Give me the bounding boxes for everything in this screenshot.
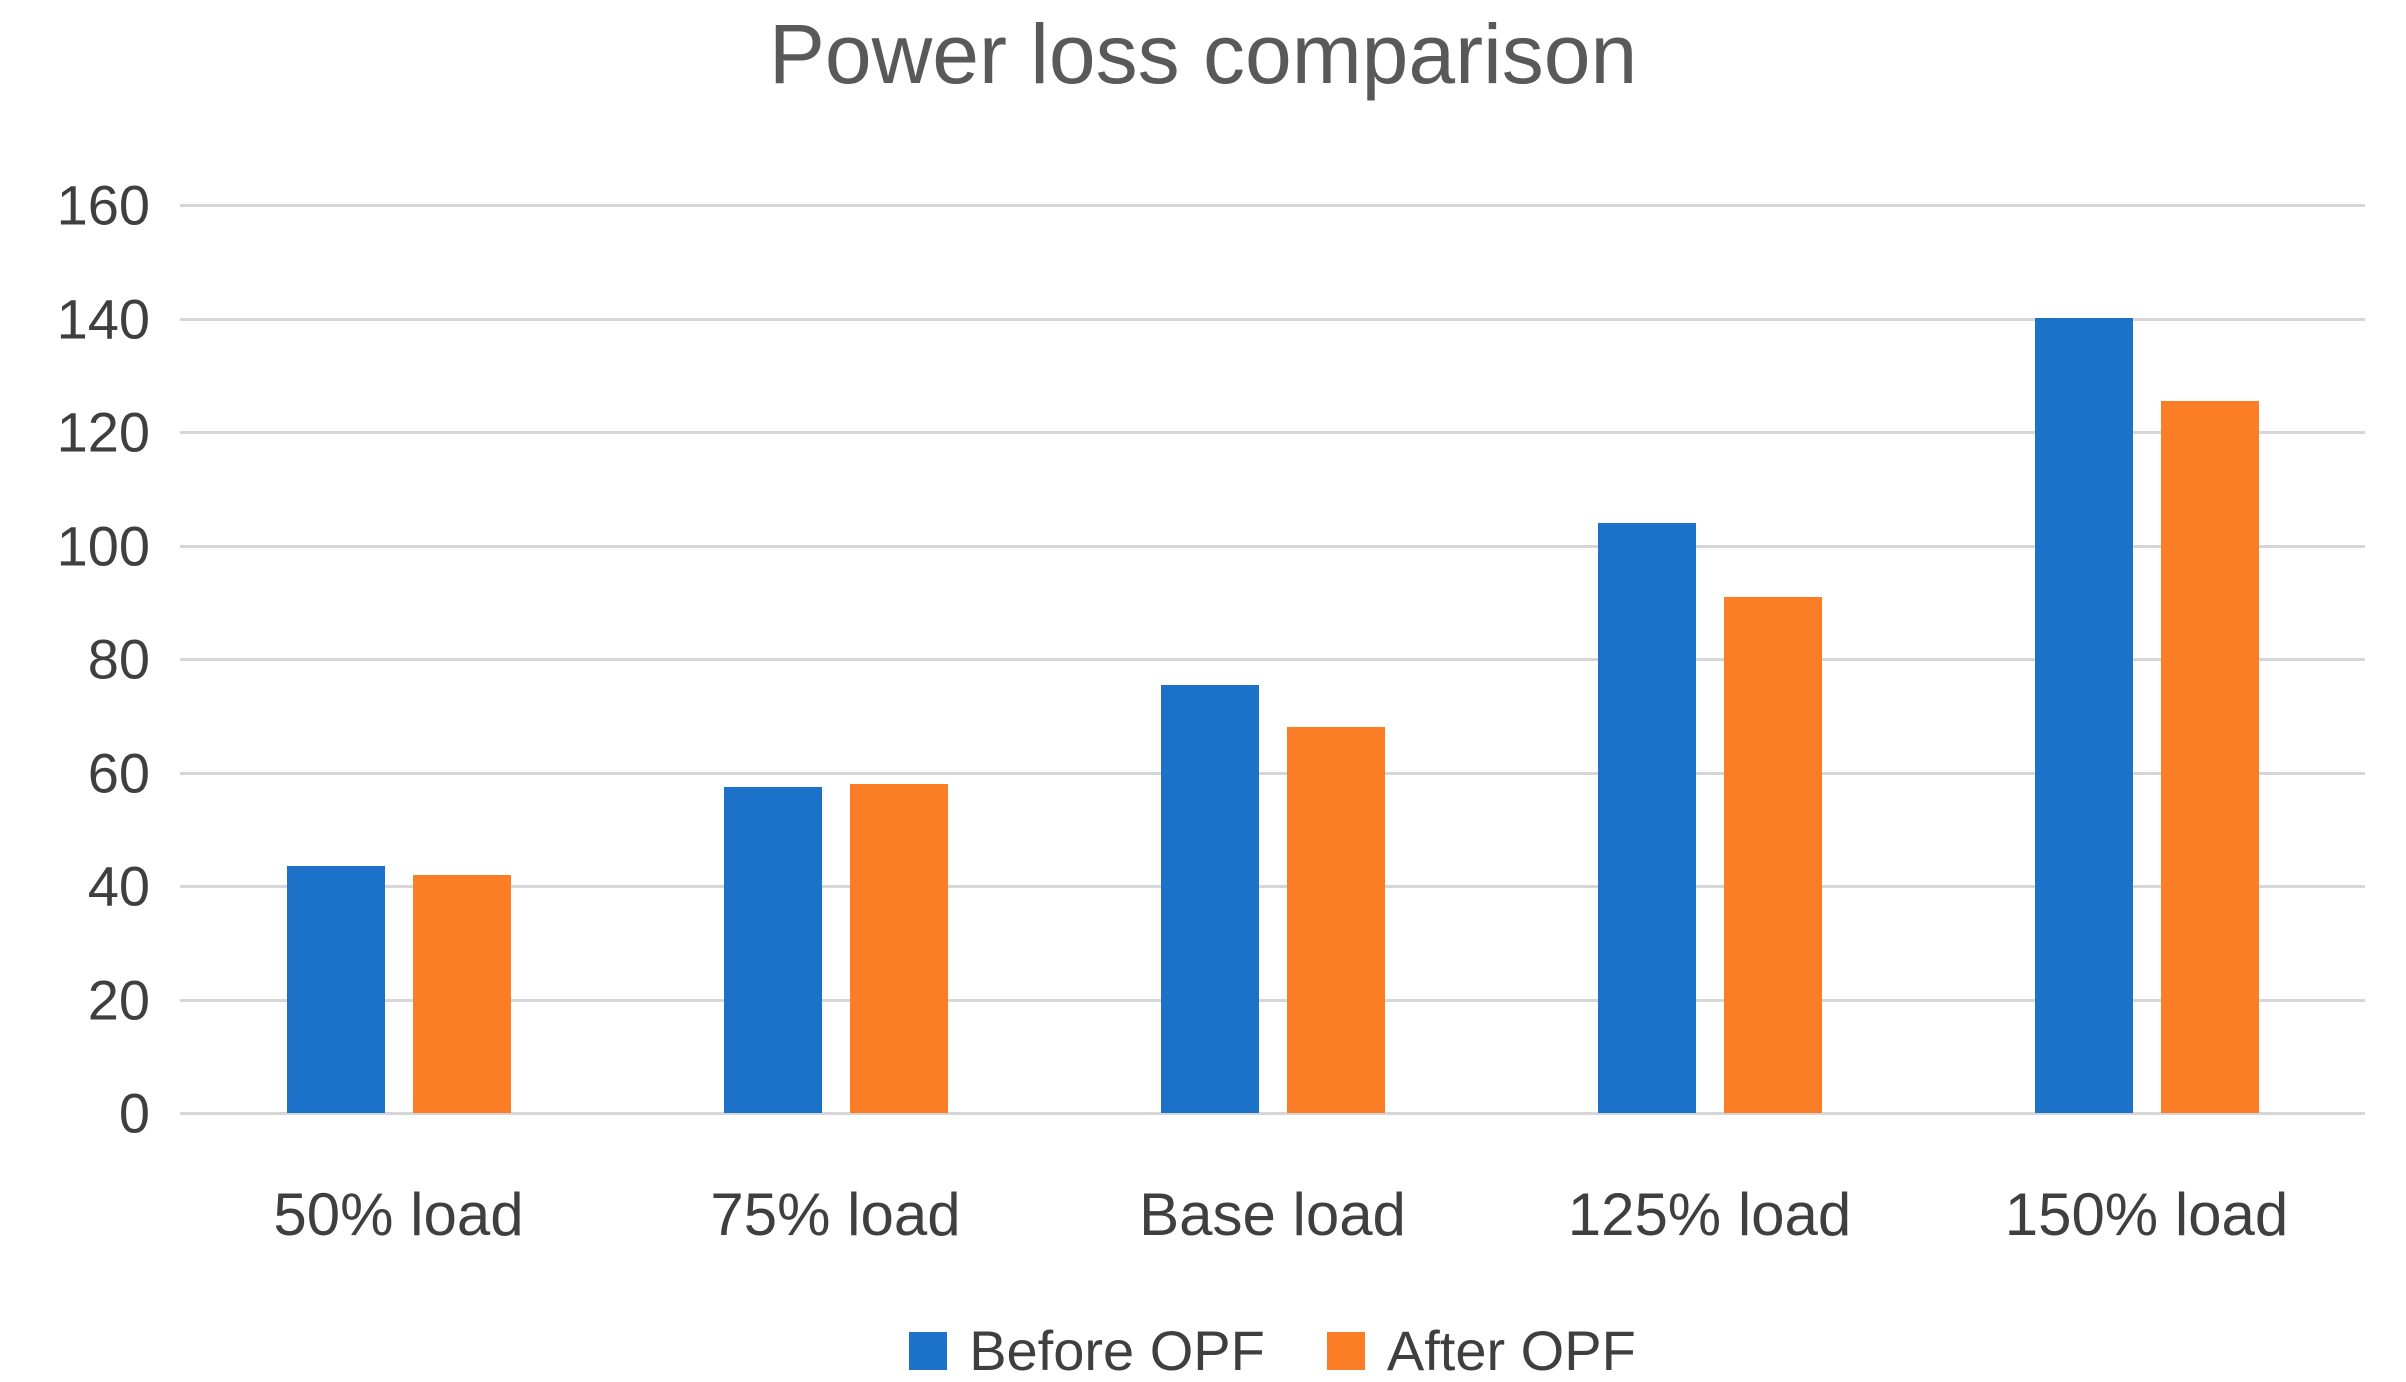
x-category-label-125-load: 125% load (1567, 1181, 1852, 1248)
bar-group-base-load (1054, 205, 1491, 1113)
gridline-100 (180, 544, 2365, 548)
gridline-160 (180, 204, 2365, 207)
y-tick-label-140: 140 (56, 287, 150, 350)
bar-before-opf (723, 787, 822, 1113)
bar-group-75-load (617, 205, 1054, 1113)
legend: Before OPF After OPF (180, 1318, 2365, 1382)
bar-after-opf (412, 875, 511, 1113)
gridline-0 (180, 1112, 2365, 1115)
bar-group-150-load (1928, 205, 2365, 1113)
y-tick-label-20: 20 (87, 968, 150, 1031)
y-tick-label-160: 160 (56, 173, 150, 237)
gridline-80 (180, 658, 2365, 661)
gridline-60 (180, 771, 2365, 775)
bar-after-opf (1286, 727, 1385, 1113)
legend-swatch-before-opf (909, 1331, 948, 1370)
bar-before-opf (1597, 523, 1696, 1113)
plot-area (180, 204, 2365, 1115)
y-tick-label-120: 120 (56, 400, 150, 464)
bar-group-50-load (180, 205, 617, 1113)
gridline-20 (180, 998, 2365, 1002)
bar-after-opf (2160, 401, 2259, 1113)
gridline-40 (180, 885, 2365, 888)
legend-label-before-opf: Before OPF (969, 1319, 1265, 1382)
bar-group-125-load (1491, 205, 1928, 1113)
y-tick-label-80: 80 (87, 627, 150, 691)
x-category-label-75-load: 75% load (710, 1181, 961, 1248)
legend-label-after-opf: After OPF (1386, 1319, 1636, 1382)
bar-after-opf (1723, 597, 1822, 1113)
gridline-120 (180, 431, 2365, 434)
y-tick-label-60: 60 (87, 741, 150, 804)
x-category-label-base-load: Base load (1139, 1181, 1406, 1248)
bar-after-opf (849, 784, 948, 1113)
gridline-140 (180, 317, 2365, 321)
legend-swatch-after-opf (1326, 1331, 1365, 1370)
chart-title: Power loss comparison (768, 7, 1638, 101)
bar-before-opf (2034, 318, 2133, 1113)
bar-before-opf (1160, 685, 1259, 1113)
bar-before-opf (286, 866, 385, 1113)
x-category-label-50-load: 50% load (273, 1181, 524, 1248)
y-tick-label-40: 40 (87, 854, 150, 918)
y-tick-label-100: 100 (56, 514, 150, 577)
legend-item-after-opf: After OPF (1326, 1318, 1636, 1382)
y-tick-label-0: 0 (118, 1081, 150, 1145)
legend-item-before-opf: Before OPF (909, 1318, 1265, 1382)
x-category-label-150-load: 150% load (2004, 1181, 2289, 1248)
